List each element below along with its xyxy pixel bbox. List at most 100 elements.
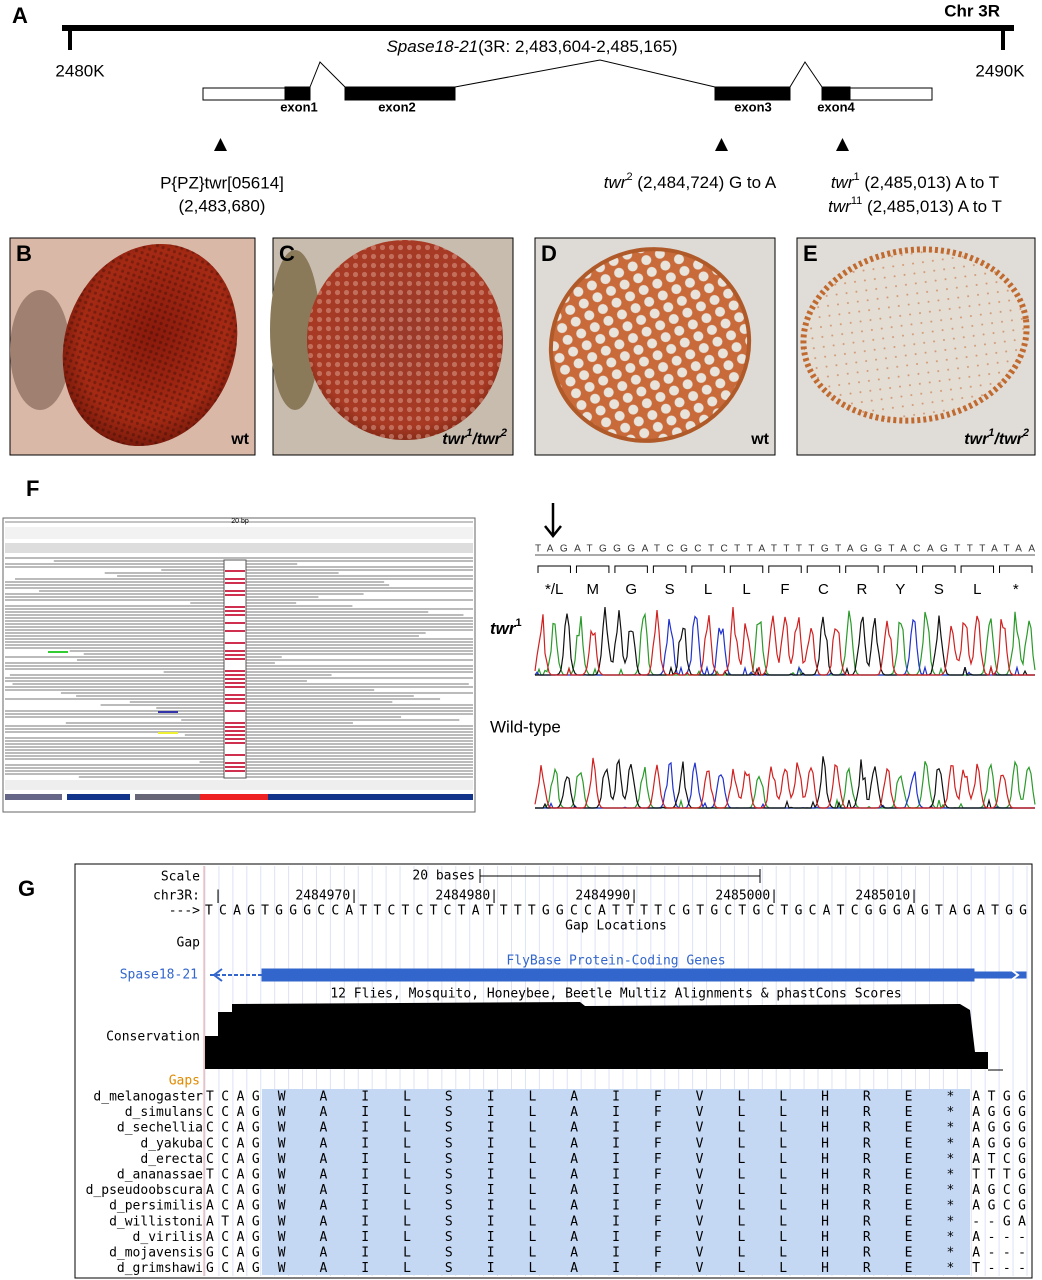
- variant: [225, 762, 245, 764]
- trace-label: Wild-type: [490, 717, 561, 736]
- amino-acid: E: [905, 1168, 913, 1183]
- exon-label: exon3: [734, 99, 772, 114]
- amino-acid: I: [361, 1199, 369, 1214]
- amino-acid: I: [487, 1152, 495, 1167]
- amino-acid: A: [570, 1105, 578, 1120]
- variant: [225, 682, 245, 684]
- amino-acid: L: [779, 1214, 787, 1229]
- tick: [68, 28, 72, 50]
- amino-acid: L: [737, 1199, 745, 1214]
- amino-acid: L: [403, 1105, 411, 1120]
- amino-acid: L: [779, 1246, 787, 1261]
- amino-acid: W: [278, 1183, 286, 1198]
- panel-label: A: [12, 3, 28, 28]
- coordinate: 2484990|: [575, 889, 638, 904]
- variant: [225, 674, 245, 676]
- variant: [225, 698, 245, 700]
- species-name: d_mojavensis: [109, 1246, 203, 1261]
- amino-acid: I: [487, 1090, 495, 1105]
- trace: [534, 607, 1035, 676]
- translation: [5, 794, 62, 800]
- track-label: Scale: [161, 870, 200, 885]
- amino-acid: A: [570, 1261, 578, 1276]
- amino-acid: H: [821, 1183, 829, 1198]
- amino-acid: L: [737, 1214, 745, 1229]
- amino-acid: *: [946, 1121, 954, 1136]
- amino-acid: R: [863, 1105, 871, 1120]
- amino-acid: R: [863, 1183, 871, 1198]
- variant: [225, 734, 245, 736]
- amino-acid: F: [654, 1090, 662, 1105]
- genotype-part: wt: [230, 431, 249, 448]
- scale-bar: [479, 869, 761, 883]
- variant: [225, 622, 245, 624]
- amino-acid: *: [946, 1168, 954, 1183]
- amino-acid: I: [487, 1183, 495, 1198]
- chromosome-bar: [62, 25, 1014, 31]
- amino-acid: L: [737, 1136, 745, 1151]
- amino-acid: I: [612, 1199, 620, 1214]
- amino-acid: S: [445, 1105, 453, 1120]
- panel-label: F: [26, 476, 39, 501]
- panel-label: B: [16, 241, 32, 266]
- variant: [225, 738, 245, 740]
- genotype: twr1/twr2: [964, 427, 1029, 448]
- amino-acid: W: [278, 1230, 286, 1245]
- codon-bracket: [922, 565, 956, 573]
- allele: twr11 (2,485,013) A to T: [828, 195, 1002, 217]
- amino-acid: I: [612, 1214, 620, 1229]
- amino-acid: A: [320, 1136, 328, 1151]
- translation: [268, 794, 473, 800]
- amino-acid: A: [320, 1183, 328, 1198]
- amino-acid: I: [487, 1261, 495, 1276]
- amino-acid: *: [946, 1152, 954, 1167]
- photo-b: [9, 237, 256, 456]
- amino-acid: R: [863, 1246, 871, 1261]
- amino-acid: L: [737, 1090, 745, 1105]
- amino-acid: R: [863, 1152, 871, 1167]
- amino-acid: V: [696, 1105, 704, 1120]
- species-name: d_grimshawi: [117, 1261, 203, 1276]
- amino-acid: L: [779, 1199, 787, 1214]
- amino-acid: A: [570, 1152, 578, 1167]
- gene-track: [210, 968, 1027, 982]
- site-markers: [214, 138, 849, 151]
- track-label: chr3R:: [153, 889, 200, 904]
- amino-acid: A: [570, 1136, 578, 1151]
- amino-acid: A: [570, 1199, 578, 1214]
- amino-acid: S: [445, 1090, 453, 1105]
- amino-acid: L: [403, 1121, 411, 1136]
- codon-bracket: [883, 565, 918, 573]
- amino-acid: E: [905, 1214, 913, 1229]
- amino-acid: E: [905, 1230, 913, 1245]
- track-title: FlyBase Protein-Coding Genes: [506, 954, 725, 969]
- amino-acid: L: [403, 1199, 411, 1214]
- amino-acid: A: [320, 1261, 328, 1276]
- species-name: d_willistoni: [109, 1214, 203, 1229]
- amino-acid: S: [934, 581, 944, 598]
- amino-acid: L: [737, 1246, 745, 1261]
- species-name: d_persimilis: [109, 1199, 203, 1214]
- species-name: d_ananassae: [117, 1168, 203, 1183]
- amino-acid: A: [320, 1230, 328, 1245]
- allele: twr2 (2,484,724) G to A: [604, 171, 777, 193]
- amino-acid: V: [696, 1090, 704, 1105]
- amino-acid: *: [946, 1230, 954, 1245]
- amino-acid: A: [570, 1121, 578, 1136]
- amino-acid: V: [696, 1136, 704, 1151]
- variant: [225, 610, 245, 612]
- amino-acid: S: [445, 1183, 453, 1198]
- amino-acid: V: [696, 1152, 704, 1167]
- amino-acid: I: [612, 1261, 620, 1276]
- amino-acid: A: [320, 1246, 328, 1261]
- photo-e: [796, 237, 1036, 456]
- genotype-part: wt: [750, 431, 769, 448]
- amino-acid: L: [528, 1199, 536, 1214]
- amino-acid: E: [905, 1183, 913, 1198]
- tick-label: 2480K: [55, 61, 105, 80]
- arrow: [544, 503, 562, 539]
- amino-acid: L: [528, 1090, 536, 1105]
- amino-acid: H: [821, 1121, 829, 1136]
- conservation-plot: [205, 1002, 988, 1069]
- amino-acid: W: [278, 1168, 286, 1183]
